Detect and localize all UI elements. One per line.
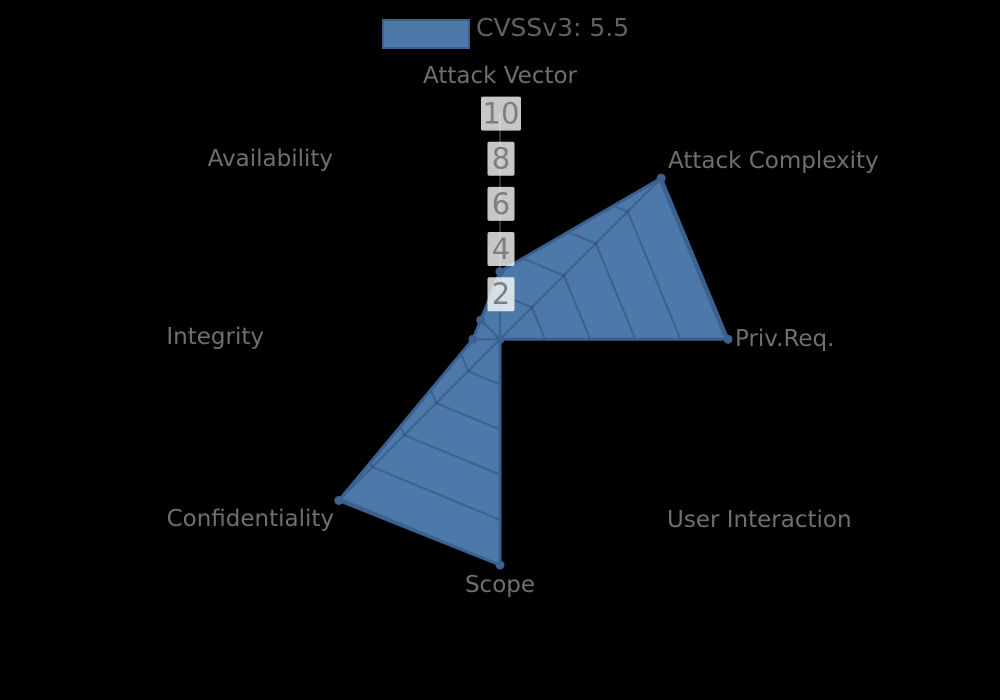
axis-label: Confidentiality [167,506,334,532]
tick-label: 6 [492,187,510,221]
data-point-marker [723,334,733,344]
tick-label: 2 [492,277,510,311]
axis-label: Attack Complexity [668,148,879,174]
tick-backdrop [487,232,515,266]
tick-backdrop [487,186,515,221]
data-point-marker [656,173,666,183]
tick-backdrop [481,96,521,131]
tick-label: 4 [492,232,510,266]
axis-label: User Interaction [667,507,852,533]
axis-label: Attack Vector [423,63,578,89]
legend-label: CVSSv3: 5.5 [476,13,630,42]
tick-backdrop [487,277,515,312]
grid-spoke [499,178,661,341]
axis-label: Priv.Req. [735,326,834,352]
data-point-marker [495,560,505,570]
data-point-marker [495,267,505,277]
axis-label: Integrity [166,324,264,350]
data-point-marker [495,334,505,344]
grid-spoke [339,178,501,341]
data-point-marker [476,315,486,325]
data-area-fill [338,178,728,565]
grid-spoke [499,338,661,500]
tick-label: 8 [492,142,510,176]
grid-spoke [339,338,501,500]
axis-label: Availability [208,146,333,172]
axis-label: Scope [465,572,535,598]
tick-backdrop [487,141,515,176]
data-point-marker [334,496,344,505]
tick-label: 10 [483,97,520,131]
chart-legend[interactable]: CVSSv3: 5.5 [0,0,1000,50]
legend-color-swatch [382,19,470,49]
data-point-marker [468,334,478,344]
grid-ring [338,178,727,565]
